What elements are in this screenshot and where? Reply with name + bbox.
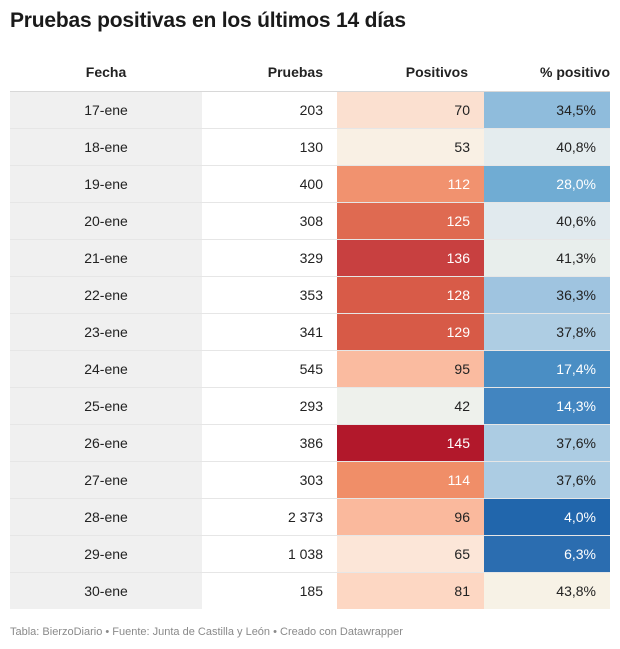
column-header-pct-positivo[interactable]: % positivo (484, 53, 610, 92)
cell-positivos: 96 (337, 498, 484, 536)
table-header-row: Fecha Pruebas Positivos % positivo (10, 53, 610, 92)
cell-pruebas: 386 (202, 424, 337, 462)
cell-fecha: 28-ene (10, 498, 202, 536)
cell-positivos: 53 (337, 128, 484, 166)
cell-pruebas: 2 373 (202, 498, 337, 536)
table-row: 23-ene 341 129 37,8% (10, 313, 610, 351)
cell-pct-positivo: 14,3% (484, 387, 610, 425)
cell-pruebas: 185 (299, 583, 323, 599)
cell-pct-positivo: 6,3% (484, 535, 610, 573)
table-row: 26-ene 386 145 37,6% (10, 424, 610, 462)
cell-fecha: 27-ene (10, 461, 202, 499)
cell-positivos: 136 (337, 239, 484, 277)
table-row: 21-ene 329 136 41,3% (10, 239, 610, 277)
cell-pct-positivo: 37,8% (484, 313, 610, 351)
cell-fecha: 18-ene (10, 128, 202, 166)
cell-positivos: 145 (337, 424, 484, 462)
cell-positivos: 112 (337, 165, 484, 203)
cell-pct-positivo: 43,8% (484, 572, 610, 609)
data-table: Fecha Pruebas Positivos % positivo 17-en… (10, 53, 610, 609)
cell-pruebas: 203 (202, 91, 337, 129)
table-row: 28-ene 2 373 96 4,0% (10, 498, 610, 536)
cell-pruebas: 293 (202, 387, 337, 425)
cell-positivos: 95 (337, 350, 484, 388)
table-row: 24-ene 545 95 17,4% (10, 350, 610, 388)
cell-fecha: 30-ene (10, 572, 202, 609)
cell-positivos: 70 (337, 91, 484, 129)
cell-positivos: 81 (337, 572, 484, 609)
cell-pct-positivo: 36,3% (484, 276, 610, 314)
table-row: 19-ene 400 112 28,0% (10, 165, 610, 203)
cell-positivos: 125 (337, 202, 484, 240)
cell-fecha: 29-ene (10, 535, 202, 573)
cell-fecha: 25-ene (10, 387, 202, 425)
cell-positivos: 128 (337, 276, 484, 314)
source-footer: Tabla: BierzoDiario • Fuente: Junta de C… (10, 626, 403, 638)
cell-pruebas: 545 (202, 350, 337, 388)
column-header-fecha[interactable]: Fecha (10, 53, 202, 92)
table-body: 17-ene 203 70 34,5% 18-ene 130 53 40,8% 19-ene 40… (10, 91, 610, 609)
table-row: 20-ene 308 125 40,6% (10, 202, 610, 240)
cell-fecha: 21-ene (10, 239, 202, 277)
column-header-pruebas[interactable]: Pruebas (202, 53, 337, 92)
cell-fecha: 22-ene (10, 276, 202, 314)
table-row: 29-ene 1 038 65 6,3% (10, 535, 610, 573)
table-row: 27-ene 303 114 37,6% (10, 461, 610, 499)
table-row: 30-ene 185 81 43,8% (10, 572, 610, 609)
cell-fecha: 19-ene (10, 165, 202, 203)
cell-pruebas: 329 (202, 239, 337, 277)
table-row: 18-ene 130 53 40,8% (10, 128, 610, 166)
cell-pruebas: 341 (202, 313, 337, 351)
cell-pct-positivo: 17,4% (484, 350, 610, 388)
cell-positivos: 42 (337, 387, 484, 425)
cell-fecha: 23-ene (10, 313, 202, 351)
cell-pct-positivo: 4,0% (484, 498, 610, 536)
cell-pct-positivo: 40,8% (484, 128, 610, 166)
cell-fecha: 26-ene (10, 424, 202, 462)
cell-pruebas: 1 038 (202, 535, 337, 573)
cell-pct-positivo: 41,3% (484, 239, 610, 277)
cell-fecha: 17-ene (10, 91, 202, 129)
cell-fecha: 20-ene (10, 202, 202, 240)
cell-pct-positivo: 40,6% (484, 202, 610, 240)
cell-fecha: 24-ene (10, 350, 202, 388)
cell-pct-positivo: 34,5% (484, 91, 610, 129)
cell-pruebas: 308 (202, 202, 337, 240)
table-row: 17-ene 203 70 34,5% (10, 91, 610, 129)
table-row: 25-ene 293 42 14,3% (10, 387, 610, 425)
cell-pct-positivo: 37,6% (484, 461, 610, 499)
cell-positivos: 114 (337, 461, 484, 499)
cell-positivos: 129 (337, 313, 484, 351)
cell-pruebas: 303 (202, 461, 337, 499)
table-row: 22-ene 353 128 36,3% (10, 276, 610, 314)
cell-pct-positivo: 37,6% (484, 424, 610, 462)
cell-positivos: 65 (337, 535, 484, 573)
cell-pruebas: 130 (202, 128, 337, 166)
cell-pruebas: 400 (202, 165, 337, 203)
column-header-positivos[interactable]: Positivos (337, 53, 484, 92)
cell-pruebas: 353 (202, 276, 337, 314)
cell-pct-positivo: 28,0% (484, 165, 610, 203)
chart-title: Pruebas positivas en los últimos 14 días (10, 9, 406, 32)
